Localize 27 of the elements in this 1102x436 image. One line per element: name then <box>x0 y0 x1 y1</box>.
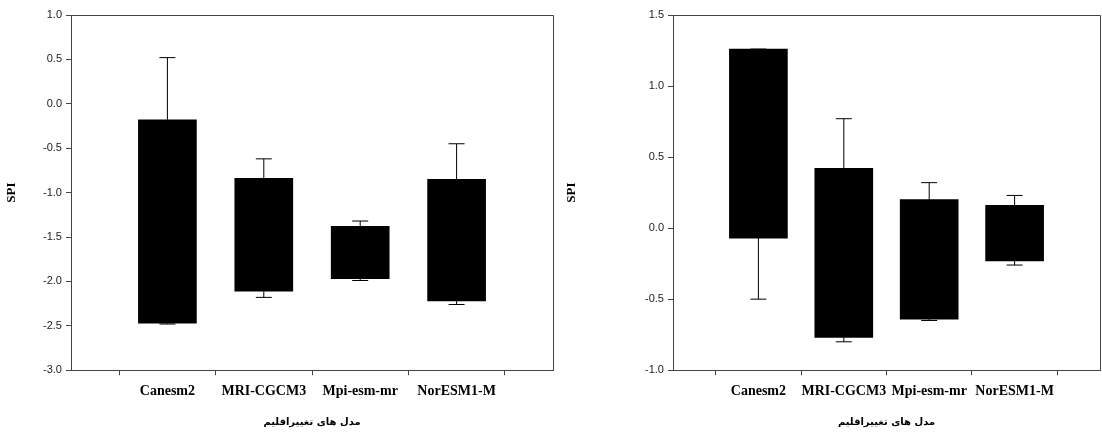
y-tick-label: -1.0 <box>43 185 62 198</box>
y-tick-label: 1.0 <box>648 79 664 92</box>
x-tick-label: NorESM1-M <box>975 383 1054 399</box>
x-tick-label: MRI-CGCM3 <box>221 383 307 399</box>
y-tick-label: -1.5 <box>43 230 62 243</box>
y-tick-label: 1.0 <box>46 8 62 21</box>
y-axis-title: SPI <box>3 182 19 203</box>
x-tick-label: NorESM1-M <box>417 383 496 399</box>
x-tick-label: Mpi-esm-mr <box>891 383 967 399</box>
y-tick-label: 1.5 <box>648 8 664 21</box>
y-tick-label: -2.5 <box>43 318 62 331</box>
y-tick-label: 0.0 <box>46 96 62 109</box>
y-axis-title: SPI <box>563 182 579 203</box>
y-tick-label: -0.5 <box>43 141 62 154</box>
y-tick-label: -0.5 <box>645 292 664 305</box>
x-axis-title: مدل های تغییراقلیم <box>263 415 361 428</box>
x-tick-label: Mpi-esm-mr <box>322 383 398 399</box>
y-tick-label: -2.0 <box>43 274 62 287</box>
y-tick-label: 0.0 <box>648 221 664 234</box>
x-axis-title: مدل های تغییراقلیم <box>837 415 936 428</box>
x-tick-label: MRI-CGCM3 <box>801 383 887 399</box>
x-tick-label: Canesm2 <box>139 383 196 399</box>
y-tick-label: 0.5 <box>46 52 62 65</box>
y-tick-label: 0.5 <box>648 150 664 163</box>
y-tick-label: -3.0 <box>43 363 62 376</box>
y-tick-label: -1.0 <box>645 363 664 376</box>
x-tick-label: Canesm2 <box>730 383 787 399</box>
